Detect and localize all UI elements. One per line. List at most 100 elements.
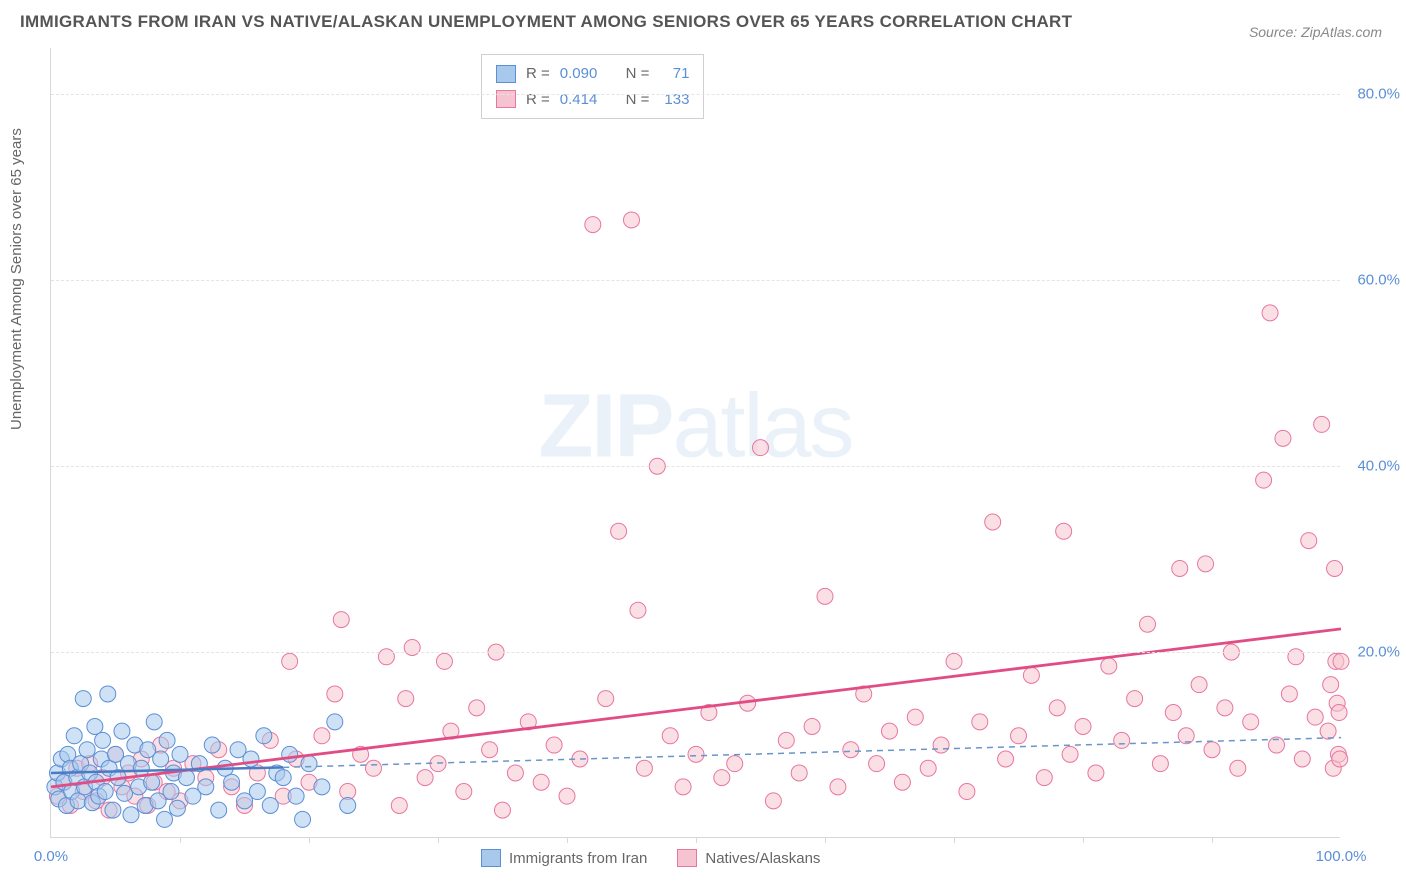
data-point — [972, 714, 988, 730]
chart-title: IMMIGRANTS FROM IRAN VS NATIVE/ALASKAN U… — [20, 12, 1072, 32]
data-point — [1217, 700, 1233, 716]
r-value-pink: 0.414 — [560, 87, 598, 113]
data-point — [1275, 430, 1291, 446]
data-point — [765, 793, 781, 809]
data-point — [1114, 732, 1130, 748]
data-point — [314, 728, 330, 744]
data-point — [675, 779, 691, 795]
data-point — [100, 686, 116, 702]
data-point — [1230, 760, 1246, 776]
n-value-pink: 133 — [659, 87, 689, 113]
data-point — [159, 732, 175, 748]
x-minor-tick — [309, 837, 310, 843]
data-point — [1314, 416, 1330, 432]
gridline-h — [51, 280, 1340, 281]
data-point — [611, 523, 627, 539]
data-point — [1332, 751, 1348, 767]
gridline-h — [51, 466, 1340, 467]
data-point — [211, 802, 227, 818]
data-point — [1198, 556, 1214, 572]
data-point — [636, 760, 652, 776]
data-point — [262, 797, 278, 813]
swatch-blue — [496, 65, 516, 83]
n-value-blue: 71 — [659, 61, 689, 87]
legend-label-pink: Natives/Alaskans — [705, 850, 820, 867]
data-point — [1152, 756, 1168, 772]
data-point — [282, 653, 298, 669]
x-minor-tick — [825, 837, 826, 843]
data-point — [778, 732, 794, 748]
data-point — [398, 691, 414, 707]
y-axis-label: Unemployment Among Seniors over 65 years — [8, 128, 25, 430]
data-point — [163, 784, 179, 800]
data-point — [172, 746, 188, 762]
data-point — [1088, 765, 1104, 781]
data-point — [117, 785, 133, 801]
data-point — [546, 737, 562, 753]
data-point — [753, 440, 769, 456]
data-point — [95, 732, 111, 748]
data-point — [169, 800, 185, 816]
data-point — [1301, 533, 1317, 549]
data-point — [153, 751, 169, 767]
data-point — [198, 779, 214, 795]
data-point — [998, 751, 1014, 767]
x-minor-tick — [1212, 837, 1213, 843]
data-point — [946, 653, 962, 669]
data-point — [295, 811, 311, 827]
data-point — [436, 653, 452, 669]
data-point — [123, 807, 139, 823]
data-point — [469, 700, 485, 716]
data-point — [366, 760, 382, 776]
data-point — [282, 746, 298, 762]
y-tick-label: 60.0% — [1357, 272, 1400, 289]
data-point — [97, 784, 113, 800]
x-minor-tick — [954, 837, 955, 843]
legend-item-blue: Immigrants from Iran — [481, 849, 647, 867]
data-point — [391, 797, 407, 813]
data-point — [907, 709, 923, 725]
data-point — [66, 728, 82, 744]
data-point — [1243, 714, 1259, 730]
data-point — [791, 765, 807, 781]
data-point — [817, 588, 833, 604]
y-tick-label: 20.0% — [1357, 644, 1400, 661]
legend-label-blue: Immigrants from Iran — [509, 850, 647, 867]
x-tick-label: 100.0% — [1316, 848, 1367, 865]
source-attribution: Source: ZipAtlas.com — [1249, 24, 1382, 40]
data-point — [146, 714, 162, 730]
data-point — [1101, 658, 1117, 674]
data-point — [1127, 691, 1143, 707]
legend-row-blue: R = 0.090 N = 71 — [496, 61, 689, 87]
data-point — [1281, 686, 1297, 702]
data-point — [314, 779, 330, 795]
data-point — [243, 751, 259, 767]
data-point — [1011, 728, 1027, 744]
plot-area: ZIPatlas R = 0.090 N = 71 R = 0.414 N = … — [50, 48, 1340, 838]
data-point — [533, 774, 549, 790]
data-point — [507, 765, 523, 781]
data-point — [843, 742, 859, 758]
series-legend: Immigrants from Iran Natives/Alaskans — [481, 849, 820, 867]
data-point — [79, 742, 95, 758]
data-point — [275, 770, 291, 786]
data-point — [1323, 677, 1339, 693]
data-point — [1140, 616, 1156, 632]
swatch-pink — [496, 90, 516, 108]
data-point — [1165, 705, 1181, 721]
data-point — [1262, 305, 1278, 321]
data-point — [301, 756, 317, 772]
r-label: R = — [526, 61, 550, 87]
r-value-blue: 0.090 — [560, 61, 598, 87]
data-point — [830, 779, 846, 795]
x-tick-label: 0.0% — [34, 848, 68, 865]
data-point — [559, 788, 575, 804]
data-point — [630, 602, 646, 618]
data-point — [1307, 709, 1323, 725]
data-point — [727, 756, 743, 772]
data-point — [157, 811, 173, 827]
data-point — [869, 756, 885, 772]
data-point — [249, 784, 265, 800]
chart-svg — [51, 48, 1340, 837]
x-minor-tick — [567, 837, 568, 843]
